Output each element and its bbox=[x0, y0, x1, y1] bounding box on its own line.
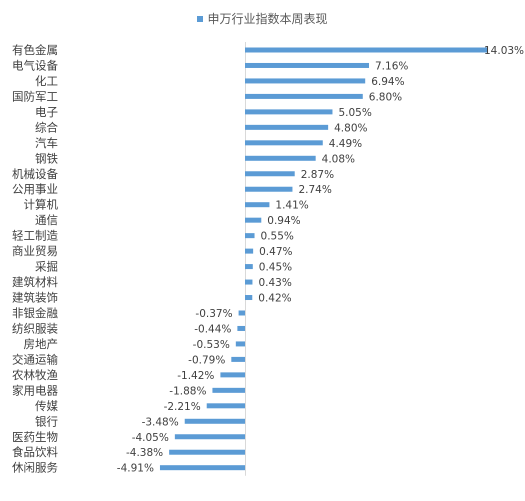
bar bbox=[245, 140, 323, 146]
data-label: 1.41% bbox=[275, 200, 308, 212]
bar bbox=[245, 62, 370, 68]
data-label: 14.03% bbox=[484, 45, 524, 57]
bar bbox=[245, 93, 363, 99]
bar bbox=[245, 202, 270, 208]
category-label: 银行 bbox=[35, 414, 58, 428]
bar bbox=[245, 217, 262, 223]
bar bbox=[169, 449, 245, 455]
category-label: 纺织服装 bbox=[12, 321, 58, 335]
category-label: 建筑装饰 bbox=[12, 291, 58, 305]
data-label: -1.42% bbox=[177, 370, 214, 382]
category-label: 建筑材料 bbox=[12, 275, 58, 289]
category-label: 机械设备 bbox=[12, 167, 58, 181]
data-label: 0.47% bbox=[259, 246, 292, 258]
bar bbox=[245, 186, 293, 192]
category-label: 食品饮料 bbox=[12, 445, 58, 459]
category-label: 国防军工 bbox=[12, 89, 58, 103]
bar bbox=[206, 403, 245, 409]
category-label: 农林牧渔 bbox=[12, 368, 58, 382]
bar bbox=[245, 295, 253, 301]
category-label: 非银金融 bbox=[12, 306, 58, 320]
bar bbox=[245, 78, 366, 84]
data-label: -3.48% bbox=[142, 416, 179, 428]
bar bbox=[159, 465, 245, 471]
bar bbox=[174, 434, 245, 440]
category-label: 通信 bbox=[35, 213, 58, 227]
category-label: 有色金属 bbox=[12, 43, 58, 57]
data-label: -0.53% bbox=[193, 339, 230, 351]
bar bbox=[245, 47, 488, 53]
data-label: -0.79% bbox=[188, 354, 225, 366]
bar bbox=[238, 310, 245, 316]
bar bbox=[245, 171, 295, 177]
bar bbox=[235, 341, 245, 347]
bar bbox=[212, 387, 245, 393]
category-label: 轻工制造 bbox=[12, 229, 58, 243]
legend-label: 申万行业指数本周表现 bbox=[207, 12, 328, 26]
category-label: 电子 bbox=[35, 105, 58, 119]
data-label: -4.38% bbox=[126, 447, 163, 459]
data-label: 4.80% bbox=[334, 122, 367, 134]
category-label: 计算机 bbox=[24, 198, 59, 212]
data-label: 4.49% bbox=[329, 138, 362, 150]
data-label: 0.42% bbox=[258, 293, 291, 305]
data-label: 6.80% bbox=[369, 91, 402, 103]
data-label: 4.08% bbox=[322, 153, 355, 165]
data-label: 5.05% bbox=[338, 107, 371, 119]
category-label: 家用电器 bbox=[12, 383, 58, 397]
bar bbox=[245, 279, 253, 285]
bar bbox=[245, 248, 254, 254]
category-label: 交通运输 bbox=[12, 352, 58, 366]
data-label: 7.16% bbox=[375, 60, 408, 72]
chart-legend: 申万行业指数本周表现 bbox=[0, 10, 525, 27]
category-label: 汽车 bbox=[35, 136, 58, 150]
category-label: 电气设备 bbox=[12, 58, 58, 72]
category-label: 化工 bbox=[35, 74, 58, 88]
category-label: 钢铁 bbox=[35, 151, 58, 165]
legend-swatch bbox=[197, 15, 204, 22]
category-label: 公用事业 bbox=[12, 182, 58, 196]
bar bbox=[245, 233, 255, 239]
category-label: 综合 bbox=[35, 120, 58, 134]
category-label: 采掘 bbox=[35, 260, 58, 274]
data-label: 2.87% bbox=[301, 169, 334, 181]
bar bbox=[184, 418, 245, 424]
data-label: 0.45% bbox=[259, 262, 292, 274]
bar bbox=[245, 124, 329, 130]
data-label: 0.55% bbox=[261, 231, 294, 243]
data-label: -4.05% bbox=[132, 432, 169, 444]
bar bbox=[245, 109, 333, 115]
category-label: 房地产 bbox=[24, 337, 59, 351]
data-label: 2.74% bbox=[298, 184, 331, 196]
category-label: 传媒 bbox=[35, 399, 58, 413]
category-label: 医药生物 bbox=[12, 430, 58, 444]
data-label: 6.94% bbox=[371, 76, 404, 88]
data-label: 0.43% bbox=[258, 277, 291, 289]
data-label: -2.21% bbox=[164, 401, 201, 413]
data-label: 0.94% bbox=[267, 215, 300, 227]
bar bbox=[231, 356, 245, 362]
data-label: -0.37% bbox=[195, 308, 232, 320]
category-label: 商业贸易 bbox=[12, 244, 58, 258]
data-label: -0.44% bbox=[194, 323, 231, 335]
bar bbox=[237, 325, 245, 331]
category-label: 休闲服务 bbox=[12, 461, 58, 475]
data-label: -4.91% bbox=[117, 463, 154, 475]
bar bbox=[245, 155, 316, 161]
bar bbox=[245, 264, 253, 270]
data-label: -1.88% bbox=[169, 385, 206, 397]
bar bbox=[220, 372, 245, 378]
